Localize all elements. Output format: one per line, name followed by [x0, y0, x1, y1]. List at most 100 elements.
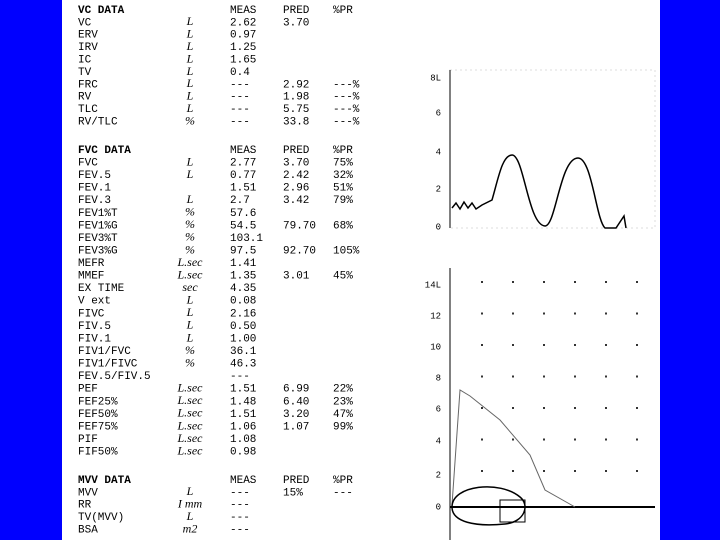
grid-dot [512, 407, 514, 409]
column-header: MEAS [230, 475, 257, 487]
grid-dot [481, 312, 483, 315]
cell-label: FIVC [78, 308, 105, 320]
cell-pr: 68% [333, 220, 353, 232]
column-header: %PR [333, 5, 353, 17]
cell-pr: 32% [333, 170, 353, 182]
grid-dot [543, 312, 545, 315]
cell-meas: 1.35 [230, 271, 256, 283]
cell-unit: L.sec [177, 406, 204, 420]
cell-label: FEV3%G [78, 245, 118, 257]
cell-unit: L [186, 39, 194, 53]
cell-pred: 2.42 [283, 170, 309, 182]
cell-meas: 1.51 [230, 384, 257, 396]
grid-dot [574, 438, 576, 441]
cell-label: PEF [78, 384, 98, 396]
cell-meas: 2.16 [230, 308, 256, 320]
cell-meas: --- [230, 92, 250, 104]
cell-pr: 45% [333, 271, 353, 283]
tidal-loop [451, 486, 526, 526]
cell-pr: ---% [333, 117, 360, 129]
flow-volume-graph [449, 268, 655, 540]
cell-meas: --- [230, 79, 250, 91]
cell-pr: ---% [333, 92, 360, 104]
grid-dot [543, 344, 545, 346]
grid-dot [512, 281, 514, 283]
cell-label: ERV [78, 30, 98, 42]
cell-unit: L.sec [177, 393, 204, 407]
axis-label: 0 [436, 222, 441, 232]
axis-label: 4 [436, 147, 441, 157]
grid-dot [481, 375, 483, 378]
cell-pred: 6.99 [283, 384, 309, 396]
axis-label: 14L [425, 280, 441, 290]
cell-label: BSA [78, 525, 98, 537]
cell-label: MMEF [78, 271, 104, 283]
cell-pred: 6.40 [283, 396, 309, 408]
grid-dot [605, 312, 607, 315]
cell-unit: L [186, 293, 194, 307]
cell-meas: 2.7 [230, 195, 250, 207]
axis-label: 0 [436, 502, 441, 512]
cell-meas: 1.65 [230, 55, 256, 67]
cell-pr: ---% [333, 104, 360, 116]
grid-dot [636, 438, 638, 441]
cell-pr: 22% [333, 384, 353, 396]
cell-label: IC [78, 55, 92, 67]
cell-unit: L [186, 484, 194, 498]
cell-unit: L [186, 76, 194, 90]
cell-label: FVC [78, 157, 98, 169]
cell-label: FIF50% [78, 447, 118, 459]
cell-unit: L.sec [177, 267, 204, 281]
grid-dot [512, 344, 514, 346]
cell-label: RV [78, 92, 92, 104]
cell-meas: 0.97 [230, 30, 256, 42]
grid-dot [481, 344, 483, 346]
axis-label: 8 [436, 373, 441, 383]
cell-meas: --- [230, 371, 250, 383]
section-title: MVV DATA [78, 475, 131, 487]
grid-dot [605, 470, 607, 472]
column-header: MEAS [230, 145, 257, 157]
cell-label: FEF50% [78, 409, 118, 421]
cell-meas: --- [230, 104, 250, 116]
cell-unit: sec [182, 280, 198, 294]
cell-meas: --- [230, 117, 250, 129]
cell-label: IRV [78, 42, 98, 54]
cell-pred: 1.07 [283, 421, 309, 433]
cell-unit: I mm [177, 497, 203, 511]
cell-label: FEV1%G [78, 220, 118, 232]
volume-curve [451, 154, 627, 229]
cell-pred: 1.98 [283, 92, 309, 104]
grid-dot [512, 438, 514, 441]
paper [62, 0, 660, 540]
cell-unit: % [185, 343, 195, 357]
cell-unit: % [185, 355, 195, 369]
grid-dot [574, 470, 576, 472]
dot-grid [481, 281, 638, 472]
cell-meas: 97.5 [230, 245, 256, 257]
cell-label: FEV.5/FIV.5 [78, 371, 151, 383]
cell-label: FIV.1 [78, 333, 111, 345]
cell-meas: 1.25 [230, 42, 256, 54]
cell-unit: L [186, 192, 194, 206]
grid-dot [543, 375, 545, 378]
cell-unit: L [186, 89, 194, 103]
column-header: PRED [283, 5, 310, 17]
cell-meas: 4.35 [230, 283, 256, 295]
cell-meas: 57.6 [230, 208, 256, 220]
cell-meas: 46.3 [230, 359, 256, 371]
column-header: %PR [333, 145, 353, 157]
cell-meas: --- [230, 487, 250, 499]
cell-pred: 92.70 [283, 245, 316, 257]
cell-meas: 2.77 [230, 157, 256, 169]
axis-label: 6 [436, 404, 441, 414]
cell-meas: 1.51 [230, 409, 257, 421]
cell-label: V ext [78, 296, 111, 308]
cell-pred: 2.96 [283, 183, 309, 195]
cell-unit: L [186, 330, 194, 344]
cell-unit: % [185, 217, 195, 231]
cell-pred: 3.01 [283, 271, 310, 283]
grid-dot [605, 375, 607, 378]
volume-time-graph [449, 69, 656, 229]
